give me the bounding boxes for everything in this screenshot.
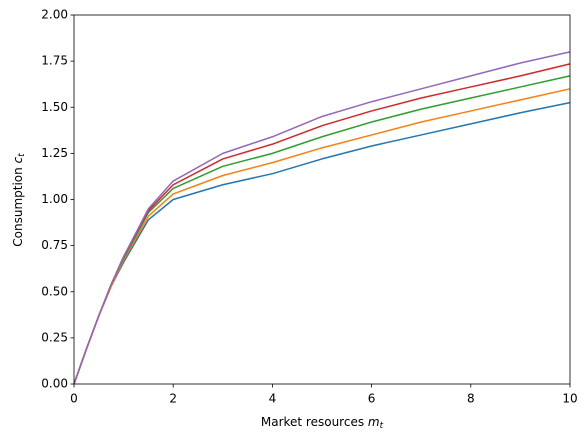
y-tick-label: 1.75	[41, 54, 68, 68]
series-line	[73, 63, 571, 385]
x-axis-label: Market resources mt	[261, 415, 384, 431]
y-tick-label: 1.25	[41, 146, 68, 160]
y-tick-label: 0.50	[41, 284, 68, 298]
x-tick-label: 4	[269, 392, 277, 406]
x-tick-label: 8	[467, 392, 475, 406]
series-line	[73, 51, 571, 385]
x-tick-label: 6	[368, 392, 376, 406]
x-tick-label: 0	[70, 392, 78, 406]
y-tick-label: 2.00	[41, 8, 68, 22]
y-axis-label: Consumption ct	[11, 153, 27, 247]
y-tick-label: 0.00	[41, 377, 68, 391]
x-tick-label: 2	[169, 392, 177, 406]
y-tick-label: 0.25	[41, 330, 68, 344]
series-line	[73, 75, 571, 385]
y-tick-label: 1.50	[41, 100, 68, 114]
series-line	[73, 101, 571, 385]
plot-frame	[73, 14, 571, 385]
series-line	[73, 88, 571, 385]
x-tick-label: 10	[562, 392, 577, 406]
y-tick-label: 1.00	[41, 192, 68, 206]
y-tick-label: 0.75	[41, 238, 68, 252]
